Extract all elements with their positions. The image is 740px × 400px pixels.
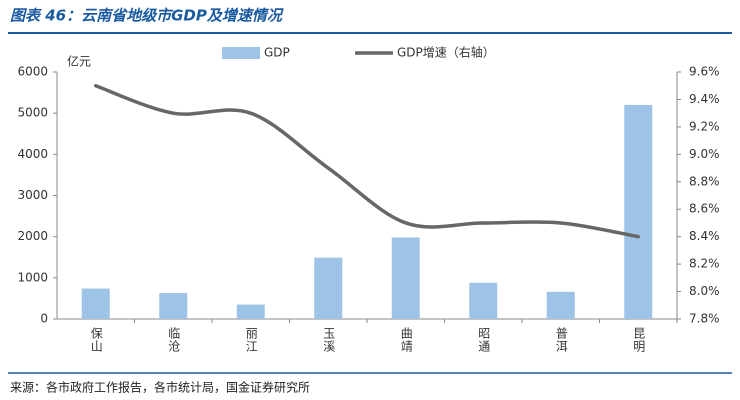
- y2-tick-label: 8.6%: [689, 202, 720, 216]
- bar: [236, 304, 265, 319]
- x-tick-label: 昆明: [632, 327, 646, 353]
- y2-tick-label: 8.2%: [689, 257, 720, 271]
- source-note: 来源：各市政府工作报告，各市统计局，国金证券研究所: [10, 380, 310, 395]
- y2-tick-label: 8.8%: [689, 174, 720, 188]
- y-tick-label: 1000: [17, 270, 48, 284]
- x-tick-label: 临沧: [167, 327, 181, 353]
- bar: [469, 282, 498, 319]
- y2-tick-label: 9.4%: [689, 92, 720, 106]
- bar: [159, 293, 188, 319]
- y2-tick-label: 9.2%: [689, 119, 720, 133]
- y2-tick-label: 8.0%: [689, 284, 720, 298]
- bar: [624, 104, 653, 319]
- x-tick-label: 昭通: [477, 327, 491, 353]
- y2-tick-label: 7.8%: [689, 312, 720, 326]
- y2-tick-label: 9.6%: [689, 65, 720, 79]
- y-tick-label: 4000: [17, 147, 48, 161]
- y2-tick-label: 9.0%: [689, 147, 720, 161]
- x-tick-label: 丽江: [244, 327, 258, 353]
- y-tick-label: 5000: [17, 106, 48, 120]
- bar: [546, 291, 575, 319]
- y-axis-unit: 亿元: [67, 54, 91, 69]
- y-tick-label: 3000: [17, 188, 48, 202]
- y-tick-label: 6000: [17, 65, 48, 79]
- x-tick-label: 保山: [89, 327, 103, 353]
- line: [94, 83, 640, 239]
- chart-title: 图表 46：云南省地级市GDP及增速情况: [10, 7, 284, 25]
- y2-tick-label: 8.4%: [689, 229, 720, 243]
- bar: [314, 257, 343, 319]
- y-tick-label: 0: [40, 312, 48, 326]
- bar: [81, 288, 110, 319]
- y-tick-label: 2000: [17, 229, 48, 243]
- x-tick-label: 曲靖: [399, 327, 413, 353]
- x-tick-label: 普洱: [554, 327, 568, 353]
- legend-label: GDP: [264, 46, 290, 60]
- legend-label: GDP增速（右轴）: [397, 45, 495, 60]
- x-tick-label: 玉溪: [322, 327, 336, 353]
- bar: [391, 237, 420, 319]
- legend-swatch: [222, 47, 260, 59]
